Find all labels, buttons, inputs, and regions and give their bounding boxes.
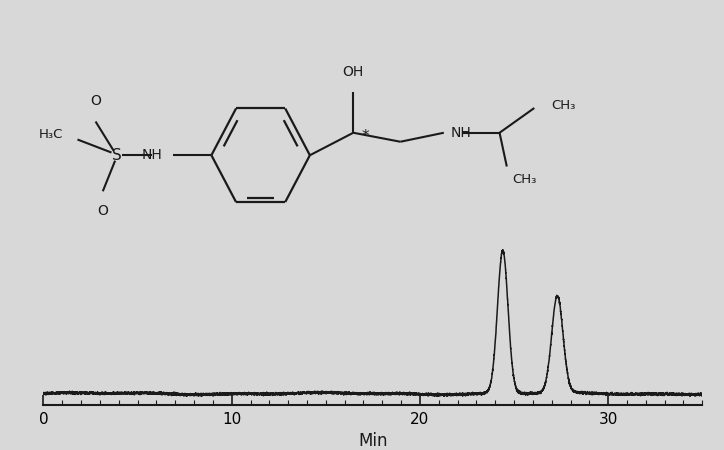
Text: S: S (112, 148, 122, 163)
Text: NH: NH (141, 148, 162, 162)
Text: O: O (97, 204, 109, 218)
Text: O: O (90, 94, 101, 108)
Text: OH: OH (342, 65, 364, 79)
Text: H₃C: H₃C (38, 129, 63, 141)
Text: NH: NH (451, 126, 472, 140)
Text: *: * (362, 129, 370, 144)
X-axis label: Min: Min (358, 432, 387, 450)
Text: CH₃: CH₃ (552, 99, 576, 112)
Text: CH₃: CH₃ (513, 174, 537, 186)
